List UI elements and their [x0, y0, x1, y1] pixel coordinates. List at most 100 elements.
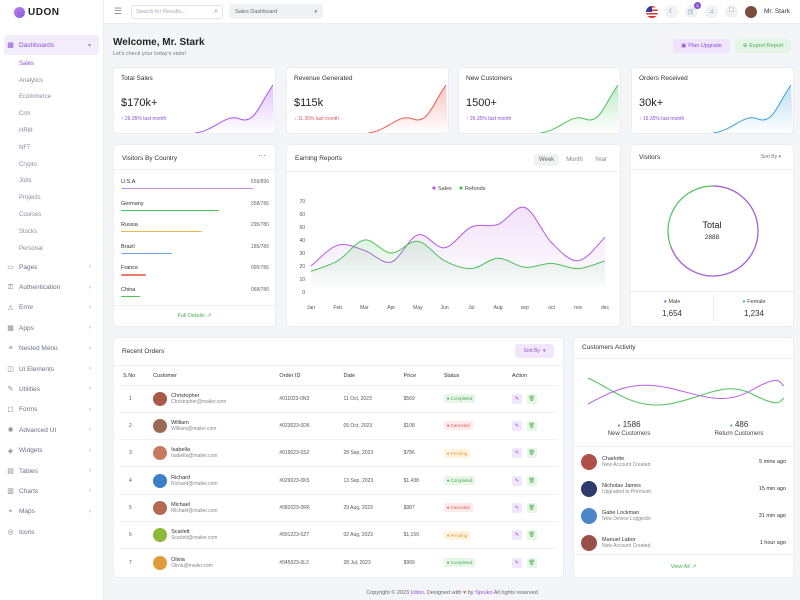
status-badge: ● Canceled [443, 421, 473, 431]
sidebar-subitem-projects[interactable]: Projects [19, 195, 41, 202]
y-tick-label: 30 [299, 251, 305, 257]
edit-icon[interactable]: ✎ [511, 393, 522, 404]
sidebar-item-maps[interactable]: ⌖ Maps › [0, 502, 103, 522]
sidebar-subitem-crypto[interactable]: Crypto [19, 161, 37, 168]
sidebar-subitem-analytics[interactable]: Analytics [19, 77, 44, 84]
sidebar-subitem-sales[interactable]: Sales [19, 60, 35, 67]
activity-time: 1 hour ago [759, 539, 786, 546]
bell-icon[interactable]: ♫ [704, 5, 718, 18]
legend-dot [459, 186, 463, 190]
order-price: $108 [399, 411, 440, 440]
orders-sort-button[interactable]: Sort By ▾ [515, 344, 554, 358]
status-label: Pending [450, 532, 468, 538]
delete-icon[interactable]: 🗑 [526, 502, 537, 513]
sidebar-subitem-crm[interactable]: Crm [19, 111, 31, 118]
edit-icon[interactable]: ✎ [511, 420, 522, 431]
footer-rights: All rights reserved [493, 590, 538, 596]
menu-toggle-icon[interactable]: ☰ [114, 6, 123, 16]
sidebar-item-authentication[interactable]: ⚿ Authentication › [0, 277, 103, 297]
chart-icon: ▥ [7, 488, 14, 496]
sidebar-subitem-courses[interactable]: Courses [19, 211, 42, 218]
x-tick-label: sep [521, 305, 529, 311]
more-options-icon[interactable]: ··· [258, 151, 266, 160]
sidebar-item-widgets[interactable]: ◈ Widgets › [0, 440, 103, 460]
user-name[interactable]: Mr. Stark [763, 8, 790, 15]
customers-activity-title: Customers Activity [582, 344, 636, 351]
cart-icon[interactable]: 🛒 5 [684, 2, 701, 18]
sidebar-subitem-hrm[interactable]: HRM [19, 127, 33, 134]
activity-name: Manuel Labor [602, 536, 636, 543]
footer-brand-link[interactable]: Udon [410, 590, 424, 596]
sidebar-subitem-personal[interactable]: Personal [19, 245, 43, 252]
plan-upgrade-button[interactable]: ▣ Plan Upgrade [673, 39, 730, 53]
sidebar-item-icons[interactable]: ◎ Icons [0, 522, 103, 542]
order-actions: ✎ 🗑 [507, 384, 558, 413]
order-actions: ✎ 🗑 [507, 466, 558, 495]
sidebar-subitem-stocks[interactable]: Stocks [19, 228, 38, 235]
sidebar-item-error[interactable]: ⚠ Error › [0, 298, 103, 318]
view-all-link[interactable]: View All ↗ [574, 563, 793, 570]
export-report-button[interactable]: ⊕ Export Report [735, 39, 791, 53]
activity-time: 31 min ago [758, 512, 786, 519]
order-date: 11 Oct, 2023 [339, 384, 400, 413]
edit-icon[interactable]: ✎ [511, 475, 522, 486]
edit-icon[interactable]: ✎ [511, 502, 522, 513]
sidebar-item-label: Utilities [19, 385, 40, 393]
order-sno: 7 [119, 548, 150, 577]
tab-year[interactable]: Year [594, 157, 607, 163]
user-avatar[interactable] [744, 5, 757, 18]
sidebar-item-utilities[interactable]: ✎ Utilities › [0, 379, 103, 399]
sidebar-subitem-jobs[interactable]: Jobs [19, 178, 32, 185]
full-details-link[interactable]: Full Details ↗ [114, 312, 275, 319]
order-status: ● Canceled [439, 493, 508, 522]
moon-icon[interactable]: ☾ [664, 5, 678, 18]
search-input[interactable]: Search for Results... ⌕ [131, 4, 224, 19]
recent-orders-title: Recent Orders [122, 348, 165, 355]
sidebar-item-tables[interactable]: ▤ Tables › [0, 461, 103, 481]
delete-icon[interactable]: 🗑 [526, 420, 537, 431]
customer-name: Christopher [171, 392, 200, 399]
delete-icon[interactable]: 🗑 [526, 530, 537, 541]
tab-month[interactable]: Month [566, 157, 583, 163]
heart-icon: ♥ [462, 590, 467, 596]
delete-icon[interactable]: 🗑 [526, 393, 537, 404]
delete-icon[interactable]: 🗑 [526, 557, 537, 568]
table-row: 4 Richard Richard@mailer.com #029023-0K5 13 … [119, 466, 558, 495]
order-status: ● Completed [439, 466, 508, 495]
sidebar-item-nested-menu[interactable]: ≡ Nested Menu › [0, 339, 103, 359]
sidebar-item-label: Nested Menu [19, 345, 58, 353]
edit-icon[interactable]: ✎ [511, 448, 522, 459]
brand-logo[interactable]: UDON [0, 0, 103, 24]
order-customer: Christopher Christopher@mailer.com [149, 384, 276, 413]
order-customer: Scarlett Scarlett@mailer.com [149, 520, 276, 549]
visitors-sort-select[interactable]: Sort By ▾ [761, 154, 781, 160]
sidebar-item-dashboards[interactable]: ▦ Dashboards ▾ [4, 35, 99, 56]
country-row: U.S.A 559/896 [121, 179, 269, 201]
tab-week[interactable]: Week [533, 154, 560, 166]
edit-icon[interactable]: ✎ [511, 557, 522, 568]
customer-name: Michael [171, 501, 191, 508]
country-value: 295/786 [250, 222, 269, 229]
order-sno: 3 [119, 439, 150, 467]
sidebar-item-advanced-ui[interactable]: ✺ Advanced UI › [0, 420, 103, 440]
us-flag-icon[interactable] [645, 5, 658, 18]
delete-icon[interactable]: 🗑 [526, 475, 537, 486]
sidebar-item-pages[interactable]: ▭ Pages › [0, 257, 103, 277]
search-icon[interactable]: ⌕ [214, 7, 219, 15]
sidebar-item-forms[interactable]: ☐ Forms › [0, 400, 103, 420]
sidebar-subitem-ecommerce[interactable]: Ecommerce [19, 94, 52, 101]
visitors-by-country-card: Visitors By Country ··· U.S.A 559/896 Germ… [113, 144, 276, 327]
sidebar-subitem-nft[interactable]: NFT [19, 144, 31, 151]
visitors-by-country-title: Visitors By Country [122, 155, 178, 162]
sidebar-item-apps[interactable]: ▦ Apps › [0, 318, 103, 338]
fullscreen-icon[interactable]: ⛶ [724, 5, 738, 18]
edit-icon[interactable]: ✎ [511, 530, 522, 541]
sidebar-item-ui-elements[interactable]: ◫ Ui Elements › [0, 359, 103, 379]
delete-icon[interactable]: 🗑 [526, 448, 537, 459]
footer-author-link[interactable]: Spruko [475, 590, 493, 596]
notification-badge: 5 [693, 2, 701, 9]
dashboard-select[interactable]: Sales Dashboard ▾ [229, 4, 324, 19]
sidebar-item-label: Dashboards [19, 41, 55, 49]
sidebar-item-charts[interactable]: ▥ Charts › [0, 481, 103, 501]
status-badge: ● Canceled [443, 503, 473, 513]
